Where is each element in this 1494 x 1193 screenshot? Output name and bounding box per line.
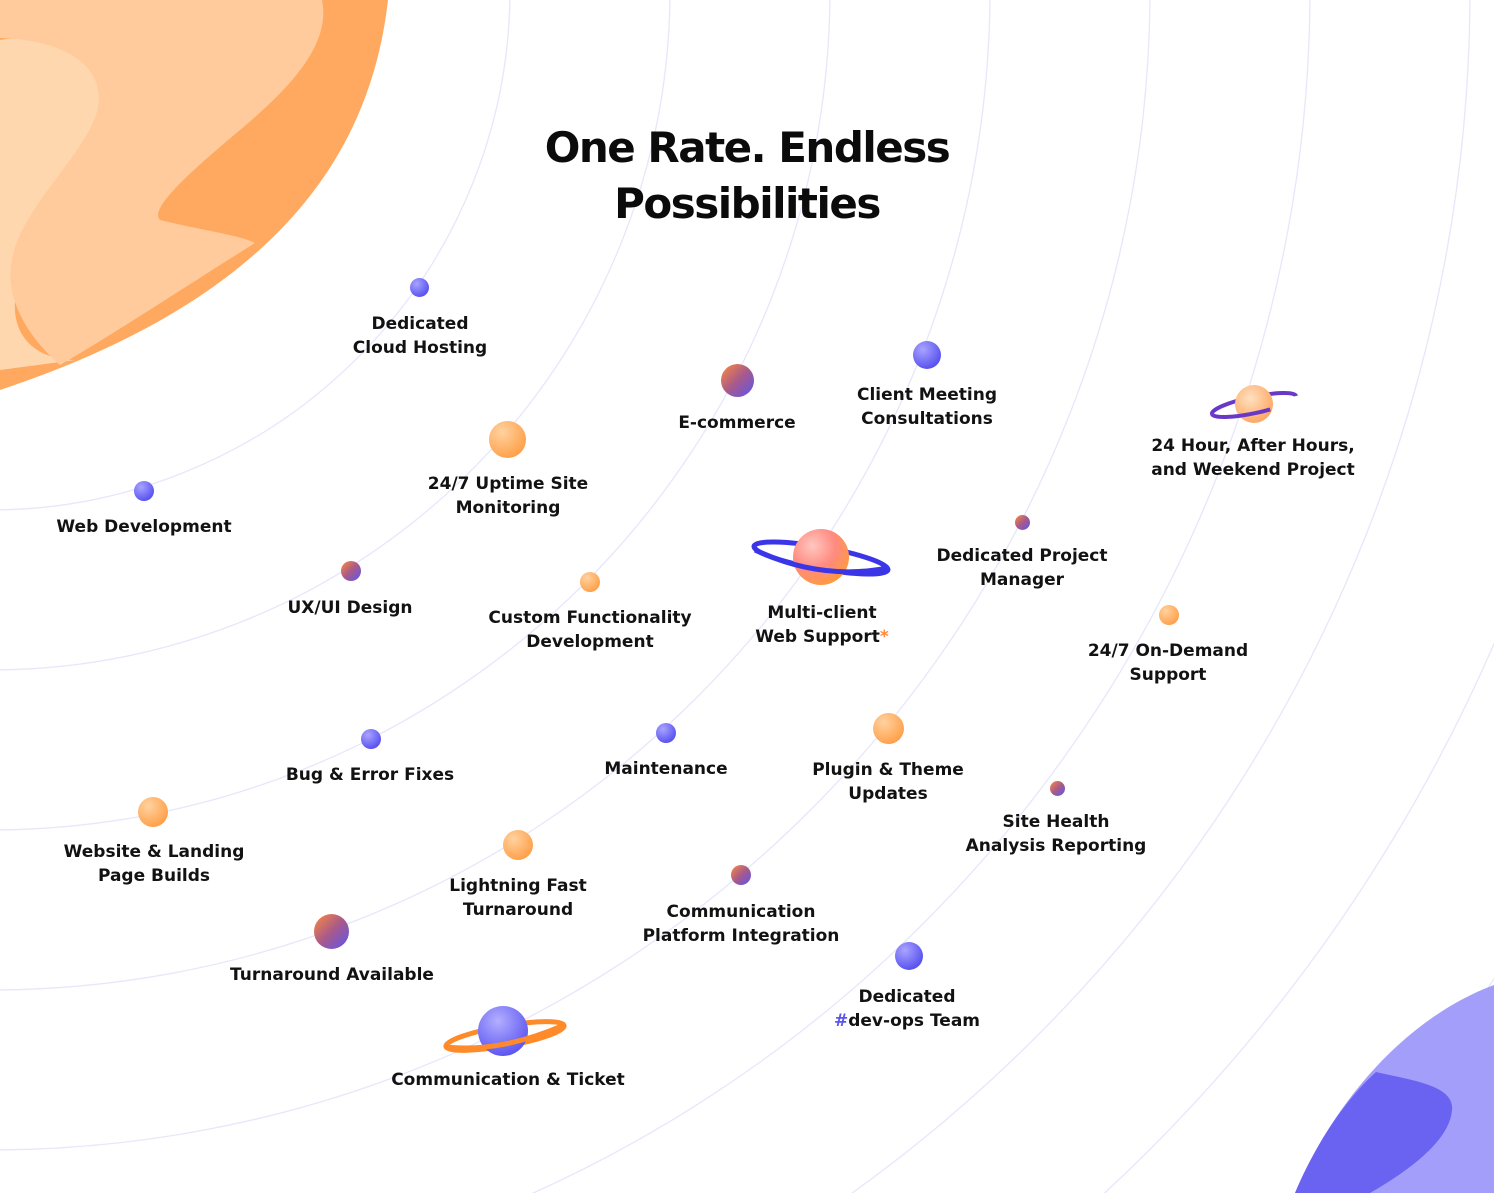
planet-dot-icon bbox=[873, 713, 904, 744]
label-line: #dev-ops Team bbox=[834, 1009, 980, 1033]
label-line: Development bbox=[526, 632, 654, 652]
label-line: Custom Functionality bbox=[488, 608, 692, 628]
feature-label: Custom Functionality Development bbox=[488, 606, 691, 654]
feature-label: Bug & Error Fixes bbox=[286, 763, 454, 787]
planet-dot-icon bbox=[721, 364, 754, 397]
label-line: Analysis Reporting bbox=[965, 836, 1147, 856]
title-line-1: One Rate. Endless bbox=[544, 123, 951, 172]
sun-shape bbox=[0, 0, 388, 390]
label-line: Plugin & Theme bbox=[812, 760, 964, 780]
feature-label: Turnaround Available bbox=[230, 963, 434, 987]
label-line: Monitoring bbox=[455, 498, 561, 518]
label-text: Web Support bbox=[755, 627, 880, 647]
label-line: Consultations bbox=[861, 409, 993, 429]
label-line: Turnaround Available bbox=[230, 965, 434, 985]
feature-label: 24/7 Uptime Site Monitoring bbox=[428, 472, 588, 520]
label-line: Web Development bbox=[56, 517, 232, 537]
feature-label: Multi-client Web Support* bbox=[755, 601, 889, 649]
planet-dot-icon bbox=[134, 481, 154, 501]
planet-dot-icon bbox=[489, 421, 526, 458]
label-line: Multi-client bbox=[767, 603, 877, 623]
planet-dot-icon bbox=[913, 341, 941, 369]
label-line: Dedicated bbox=[858, 987, 956, 1007]
feature-label: Lightning Fast Turnaround bbox=[449, 874, 587, 922]
planet-dot-icon bbox=[138, 797, 168, 827]
hash-mark: # bbox=[833, 1011, 849, 1031]
feature-label: Communication & Ticket bbox=[391, 1068, 625, 1092]
feature-label: 24 Hour, After Hours, and Weekend Projec… bbox=[1151, 434, 1355, 482]
label-line: E-commerce bbox=[678, 413, 796, 433]
label-line: Cloud Hosting bbox=[352, 338, 488, 358]
label-line: Site Health bbox=[1002, 812, 1110, 832]
ringed-planet-icon bbox=[1209, 385, 1299, 423]
label-line: Lightning Fast bbox=[449, 876, 587, 896]
label-line: Dedicated Project bbox=[936, 546, 1108, 566]
feature-label: Dedicated Project Manager bbox=[936, 544, 1107, 592]
feature-label: Dedicated #dev-ops Team bbox=[834, 985, 980, 1033]
label-line: Bug & Error Fixes bbox=[285, 765, 455, 785]
label-line: Communication & Ticket bbox=[391, 1070, 625, 1090]
feature-label: UX/UI Design bbox=[287, 596, 412, 620]
label-line: Client Meeting bbox=[856, 385, 998, 405]
feature-label: Site Health Analysis Reporting bbox=[966, 810, 1147, 858]
planet-dot-icon bbox=[656, 723, 676, 743]
label-text: dev-ops Team bbox=[848, 1011, 981, 1031]
feature-label: E-commerce bbox=[678, 411, 795, 435]
ringed-planet-icon bbox=[443, 1006, 567, 1056]
feature-label: Plugin & Theme Updates bbox=[812, 758, 964, 806]
planet-dot-icon bbox=[410, 278, 429, 297]
planet-dot-icon bbox=[1159, 605, 1179, 625]
ringed-planet-icon bbox=[751, 529, 891, 585]
label-line: Website & Landing bbox=[63, 842, 245, 862]
page-title: One Rate. Endless Possibilities bbox=[447, 120, 1047, 232]
planet-dot-icon bbox=[731, 865, 751, 885]
label-line: and Weekend Project bbox=[1151, 460, 1355, 480]
label-line: Manager bbox=[979, 570, 1065, 590]
title-line-2: Possibilities bbox=[614, 179, 881, 228]
corner-planet-shape bbox=[1295, 985, 1494, 1193]
planet-dot-icon bbox=[361, 729, 381, 749]
planet-dot-icon bbox=[1050, 781, 1065, 796]
feature-label: Dedicated Cloud Hosting bbox=[353, 312, 487, 360]
label-line: UX/UI Design bbox=[287, 598, 413, 618]
label-line: Platform Integration bbox=[642, 926, 840, 946]
label-line: 24/7 Uptime Site bbox=[427, 474, 589, 494]
label-line: Page Builds bbox=[97, 866, 211, 886]
label-line: Web Support* bbox=[755, 625, 889, 649]
label-line: Dedicated bbox=[371, 314, 469, 334]
feature-label: Maintenance bbox=[604, 757, 727, 781]
label-line: Communication bbox=[666, 902, 816, 922]
label-line: Maintenance bbox=[604, 759, 728, 779]
planet-dot-icon bbox=[580, 572, 600, 592]
label-line: Support bbox=[1129, 665, 1207, 685]
planet-dot-icon bbox=[895, 942, 923, 970]
feature-label: Web Development bbox=[56, 515, 231, 539]
label-line: Turnaround bbox=[462, 900, 574, 920]
planet-dot-icon bbox=[314, 914, 349, 949]
planet-dot-icon bbox=[503, 830, 533, 860]
feature-label: Client Meeting Consultations bbox=[857, 383, 997, 431]
feature-label: Communication Platform Integration bbox=[643, 900, 840, 948]
asterisk-mark: * bbox=[879, 627, 889, 647]
planet-dot-icon bbox=[1015, 515, 1030, 530]
planet-dot-icon bbox=[341, 561, 361, 581]
feature-label: 24/7 On-Demand Support bbox=[1088, 639, 1248, 687]
feature-label: Website & Landing Page Builds bbox=[64, 840, 245, 888]
label-line: 24/7 On-Demand bbox=[1087, 641, 1249, 661]
label-line: Updates bbox=[848, 784, 928, 804]
label-line: 24 Hour, After Hours, bbox=[1151, 436, 1355, 456]
